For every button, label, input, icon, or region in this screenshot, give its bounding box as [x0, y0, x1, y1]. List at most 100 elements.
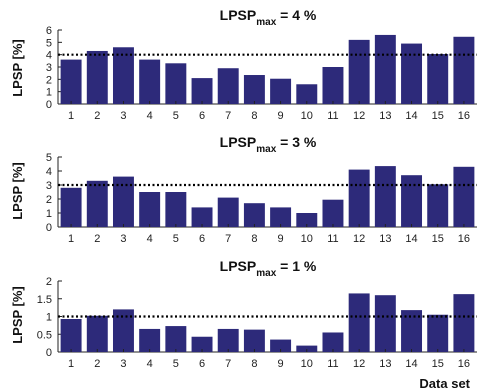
y-tick-label: 2: [46, 276, 52, 288]
x-tick-label: 16: [458, 233, 470, 245]
bar: [348, 39, 370, 105]
x-tick-label: 12: [353, 233, 365, 245]
bar: [270, 207, 292, 227]
y-tick-label: 1: [46, 312, 52, 324]
bar: [191, 336, 213, 352]
bar: [348, 169, 370, 227]
bar: [112, 309, 134, 352]
y-tick-label: 0: [46, 222, 52, 234]
x-tick-label: 10: [301, 358, 313, 370]
bar: [453, 166, 475, 227]
bar: [139, 192, 161, 227]
bar: [401, 310, 423, 352]
x-tick-label: 2: [94, 358, 100, 370]
y-tick-label: 3: [46, 180, 52, 192]
bar: [191, 207, 213, 227]
y-tick-label: 2: [46, 194, 52, 206]
bar: [427, 184, 449, 227]
x-tick-label: 10: [301, 110, 313, 122]
bar: [322, 199, 344, 227]
panel-1-ylabel: LPSP [%]: [10, 39, 25, 97]
y-tick-label: 0: [46, 347, 52, 359]
x-tick-label: 13: [379, 233, 391, 245]
x-tick-label: 5: [173, 233, 179, 245]
x-tick-label: 15: [432, 358, 444, 370]
x-tick-label: 14: [405, 358, 417, 370]
x-tick-label: 13: [379, 110, 391, 122]
x-tick-label: 6: [199, 233, 205, 245]
x-tick-label: 12: [353, 358, 365, 370]
x-tick-label: 15: [432, 110, 444, 122]
panel-2-title: LPSPmax = 3 %: [220, 134, 317, 155]
x-tick-label: 4: [147, 110, 153, 122]
bar: [374, 166, 396, 227]
bar: [139, 328, 161, 352]
y-tick-label: 0: [46, 99, 52, 111]
y-tick-label: 5: [46, 152, 52, 164]
bar: [374, 295, 396, 352]
x-tick-label: 5: [173, 110, 179, 122]
x-tick-label: 7: [225, 110, 231, 122]
x-tick-label: 8: [251, 110, 257, 122]
bar: [191, 78, 213, 104]
bar: [243, 75, 265, 104]
x-tick-label: 7: [225, 358, 231, 370]
x-tick-label: 2: [94, 110, 100, 122]
bar: [165, 192, 187, 227]
y-tick-label: 4: [46, 166, 52, 178]
y-tick-label: 3: [46, 62, 52, 74]
bar: [270, 78, 292, 104]
bar: [60, 187, 82, 227]
x-tick-label: 3: [120, 110, 126, 122]
bar: [243, 329, 265, 352]
bar: [217, 68, 239, 104]
bar: [296, 84, 318, 104]
bar: [217, 328, 239, 352]
x-tick-label: 15: [432, 233, 444, 245]
x-tick-label: 16: [458, 110, 470, 122]
y-tick-label: 5: [46, 37, 52, 49]
x-tick-label: 8: [251, 358, 257, 370]
bar: [165, 326, 187, 352]
bar: [401, 43, 423, 104]
bar: [112, 176, 134, 227]
bar: [86, 180, 108, 227]
x-tick-label: 1: [68, 358, 74, 370]
bar: [427, 314, 449, 352]
x-tick-label: 9: [278, 233, 284, 245]
y-tick-label: 1.5: [37, 294, 52, 306]
x-tick-label: 14: [405, 233, 417, 245]
x-tick-label: 11: [327, 110, 338, 122]
x-tick-label: 1: [68, 110, 74, 122]
x-tick-label: 5: [173, 358, 179, 370]
x-tick-label: 10: [301, 233, 313, 245]
panel-1-title: LPSPmax = 4 %: [220, 7, 317, 28]
panel-3: LPSPmax = 1 % LPSP [%] 00.511.521 2 3 4 5 6 7 8…: [10, 258, 477, 391]
bar: [427, 54, 449, 104]
x-tick-label: 9: [278, 358, 284, 370]
x-tick-label: 7: [225, 233, 231, 245]
bar: [453, 36, 475, 104]
x-tick-label: 13: [379, 358, 391, 370]
x-tick-label: 8: [251, 233, 257, 245]
x-tick-label: 6: [199, 110, 205, 122]
bar: [401, 175, 423, 227]
x-tick-label: 11: [327, 233, 338, 245]
bar: [60, 59, 82, 104]
bar: [112, 47, 134, 104]
x-tick-label: 2: [94, 233, 100, 245]
bar: [296, 345, 318, 352]
bar: [296, 213, 318, 227]
bar: [348, 293, 370, 352]
panel-2-ylabel: LPSP [%]: [10, 162, 25, 220]
y-tick-label: 0.5: [37, 329, 52, 341]
bar: [217, 197, 239, 227]
panel-3-title: LPSPmax = 1 %: [220, 258, 317, 279]
x-tick-label: 11: [327, 358, 338, 370]
panel-3-ylabel: LPSP [%]: [10, 286, 25, 344]
